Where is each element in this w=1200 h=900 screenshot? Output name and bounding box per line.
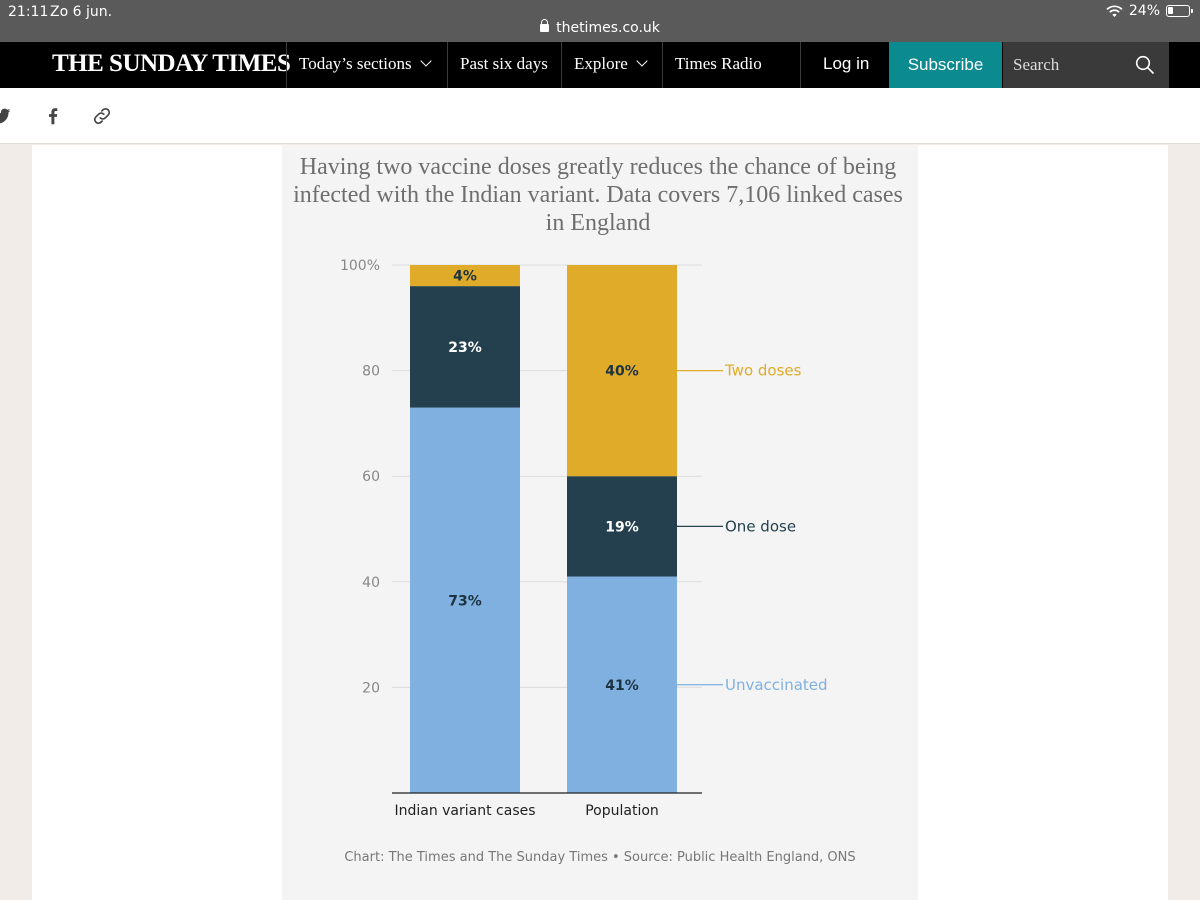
bar-segment	[410, 286, 520, 408]
chart-source: Chart: The Times and The Sunday Times • …	[344, 850, 856, 865]
status-bar: 21:11 Zo 6 jun. thetimes.co.uk 24%	[0, 0, 1200, 42]
nav-todays-sections-label: Today’s sections	[299, 54, 412, 73]
bar-segment	[567, 576, 677, 793]
login-link[interactable]: Log in	[823, 54, 870, 73]
share-bar	[0, 88, 1200, 144]
address-bar[interactable]: thetimes.co.uk	[0, 19, 1200, 36]
search-icon[interactable]	[1135, 55, 1155, 75]
twitter-icon[interactable]	[0, 105, 12, 127]
status-date: Zo 6 jun.	[50, 4, 113, 20]
x-category-label: Population	[585, 803, 659, 819]
search-input[interactable]	[1013, 42, 1133, 88]
x-category-label: Indian variant cases	[394, 803, 535, 819]
legend-label: Two doses	[724, 362, 802, 380]
address-url: thetimes.co.uk	[556, 20, 660, 36]
subscribe-button[interactable]: Subscribe	[889, 42, 1002, 88]
nav-explore-label: Explore	[574, 54, 628, 73]
battery-fill	[1168, 7, 1173, 14]
search-box[interactable]	[1003, 42, 1169, 88]
site-logo[interactable]: THE SUNDAY TIMES	[52, 50, 291, 77]
bar-segment	[567, 476, 677, 577]
status-right: 24%	[1106, 3, 1193, 19]
legend-label: One dose	[725, 517, 796, 535]
status-time: 21:11	[8, 4, 49, 20]
link-icon[interactable]	[91, 105, 113, 127]
chevron-down-icon	[419, 55, 432, 67]
nav-times-radio[interactable]: Times Radio	[675, 54, 762, 73]
chevron-down-icon	[636, 55, 648, 67]
article-card: Having two vaccine doses greatly reduces…	[32, 145, 1168, 900]
data-label: 41%	[605, 678, 639, 694]
legend-label: Unvaccinated	[725, 676, 828, 694]
y-tick-label: 20	[362, 680, 380, 696]
nav-divider	[447, 42, 448, 88]
y-tick-label: 100%	[340, 258, 380, 274]
battery-icon	[1166, 5, 1193, 17]
data-label: 4%	[453, 269, 477, 285]
y-tick-label: 60	[362, 469, 380, 485]
bar-segment	[410, 265, 520, 287]
nav-divider	[561, 42, 562, 88]
facebook-icon[interactable]	[42, 105, 64, 127]
data-label: 40%	[605, 364, 639, 380]
data-label: 19%	[605, 519, 639, 535]
chart-container: Having two vaccine doses greatly reduces…	[282, 145, 918, 900]
chart-title: Having two vaccine doses greatly reduces…	[293, 154, 903, 236]
stacked-bar-chart: 20 40 60 80 100% 73% 23% 4% Indian variant cases…	[340, 258, 828, 819]
data-label: 73%	[448, 593, 482, 609]
top-nav: THE SUNDAY TIMES Today’s sections Past s…	[0, 42, 1200, 88]
nav-divider	[662, 42, 663, 88]
nav-todays-sections[interactable]: Today’s sections	[299, 54, 432, 74]
y-tick-label: 40	[362, 575, 380, 591]
data-label: 23%	[448, 340, 482, 356]
nav-divider	[286, 42, 287, 88]
wifi-icon	[1106, 5, 1123, 17]
bar-segment	[410, 407, 520, 793]
battery-percent: 24%	[1128, 3, 1160, 19]
nav-explore[interactable]: Explore	[574, 54, 648, 74]
bar-segment	[567, 265, 677, 477]
nav-past-six-days[interactable]: Past six days	[460, 54, 548, 73]
lock-icon	[540, 19, 550, 32]
nav-divider	[800, 42, 801, 88]
y-tick-label: 80	[362, 364, 380, 380]
